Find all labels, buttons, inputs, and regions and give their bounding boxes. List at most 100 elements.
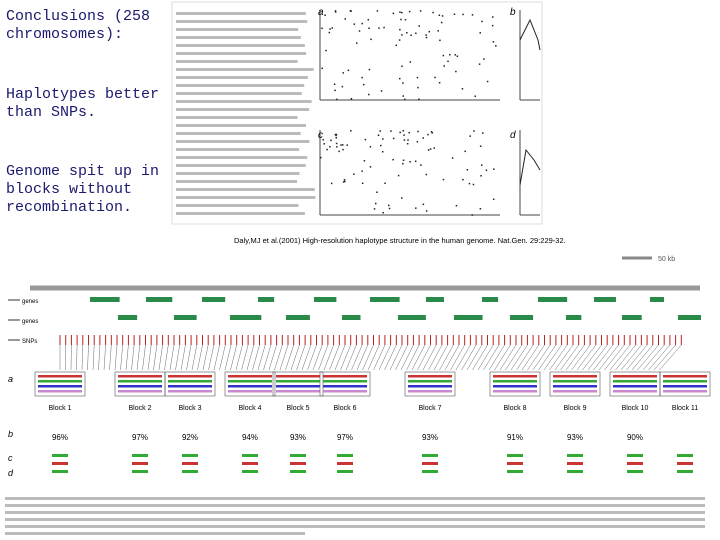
- dot: [455, 204, 458, 207]
- dot: [481, 20, 483, 23]
- panel-label: a: [318, 7, 324, 18]
- dot: [330, 182, 333, 185]
- track-label: SNPs: [22, 339, 37, 345]
- note: Genome spit up in blocks without recombi…: [6, 163, 160, 216]
- dot: [344, 18, 346, 20]
- freq: [132, 462, 148, 465]
- dot: [430, 131, 433, 133]
- dot: [390, 130, 392, 132]
- haplotype: [553, 380, 597, 383]
- dot: [453, 13, 456, 16]
- dot: [335, 133, 338, 136]
- citation: Daly,MJ et al.(2001) High-resolution hap…: [234, 236, 566, 245]
- panel-label: d: [510, 130, 516, 141]
- gene: [118, 315, 138, 320]
- dot: [369, 146, 372, 148]
- link: [362, 344, 374, 371]
- link: [433, 344, 448, 371]
- track-label: genes: [22, 299, 38, 305]
- caption-line: [176, 156, 308, 159]
- dot: [404, 18, 407, 21]
- dot: [322, 138, 324, 141]
- dot: [451, 157, 454, 159]
- dot: [350, 97, 353, 100]
- panel-label: b: [510, 7, 516, 18]
- dot: [346, 144, 348, 146]
- haplotype: [118, 380, 162, 383]
- link: [477, 344, 494, 371]
- dot: [382, 138, 384, 140]
- link: [648, 344, 671, 371]
- link: [582, 344, 602, 371]
- dot: [492, 16, 494, 18]
- figure2: genes genes SNPs a b cd Block 1 Block 2 Block 3 B…: [8, 297, 711, 478]
- freq: [422, 454, 438, 457]
- gene: [678, 315, 702, 320]
- dot: [418, 98, 420, 101]
- haplotype: [228, 385, 272, 388]
- dot: [433, 147, 435, 149]
- link: [587, 344, 608, 371]
- haplotype: [118, 375, 162, 378]
- link: [615, 344, 636, 371]
- link: [631, 344, 653, 371]
- gene: [398, 315, 426, 320]
- dot: [361, 76, 363, 79]
- gene: [258, 297, 275, 302]
- caption-line: [5, 511, 705, 514]
- dot: [439, 39, 441, 42]
- dot: [440, 21, 443, 24]
- note: Conclusions (258 chromosomes):: [6, 8, 151, 43]
- link: [345, 344, 357, 371]
- link: [153, 344, 158, 371]
- dot: [422, 137, 424, 139]
- note: Haplotypes better than SNPs.: [6, 86, 160, 121]
- dot: [400, 197, 403, 199]
- dot: [431, 132, 434, 134]
- dot: [492, 198, 495, 201]
- link: [560, 344, 579, 371]
- link: [422, 344, 437, 371]
- link: [285, 344, 294, 371]
- caption-line: [176, 84, 305, 87]
- dot: [344, 180, 346, 183]
- dot: [328, 31, 331, 34]
- haplotype: [613, 380, 657, 383]
- dot: [425, 36, 428, 39]
- haplotype: [323, 375, 367, 378]
- haplotype-box: [319, 371, 371, 397]
- link: [197, 344, 203, 371]
- dot: [379, 130, 382, 132]
- coverage: 93%: [290, 433, 306, 442]
- freq: [290, 462, 306, 465]
- row-label: c: [8, 453, 13, 463]
- haplotype-box: [272, 371, 324, 397]
- scale-label: 50 kb: [658, 256, 675, 263]
- dot: [400, 18, 402, 21]
- link: [81, 344, 83, 371]
- freq: [507, 470, 523, 473]
- dot: [397, 174, 400, 177]
- dot: [369, 166, 372, 168]
- dot: [334, 10, 337, 12]
- dot: [335, 134, 337, 137]
- haplotype: [613, 390, 657, 393]
- caption-line: [176, 164, 306, 167]
- dot: [398, 77, 401, 80]
- gene: [482, 297, 499, 302]
- coverage: 97%: [132, 433, 148, 442]
- dot: [480, 164, 483, 166]
- dot: [324, 14, 326, 17]
- haplotype: [553, 375, 597, 378]
- dot: [341, 144, 344, 146]
- freq: [422, 470, 438, 473]
- dot: [403, 139, 406, 141]
- link: [483, 344, 500, 371]
- haplotype: [663, 385, 707, 388]
- dot: [338, 150, 340, 153]
- coverage: 91%: [507, 433, 523, 442]
- dot: [363, 160, 366, 162]
- dot: [420, 164, 422, 166]
- haplotype-box: [549, 371, 601, 397]
- link: [604, 344, 625, 371]
